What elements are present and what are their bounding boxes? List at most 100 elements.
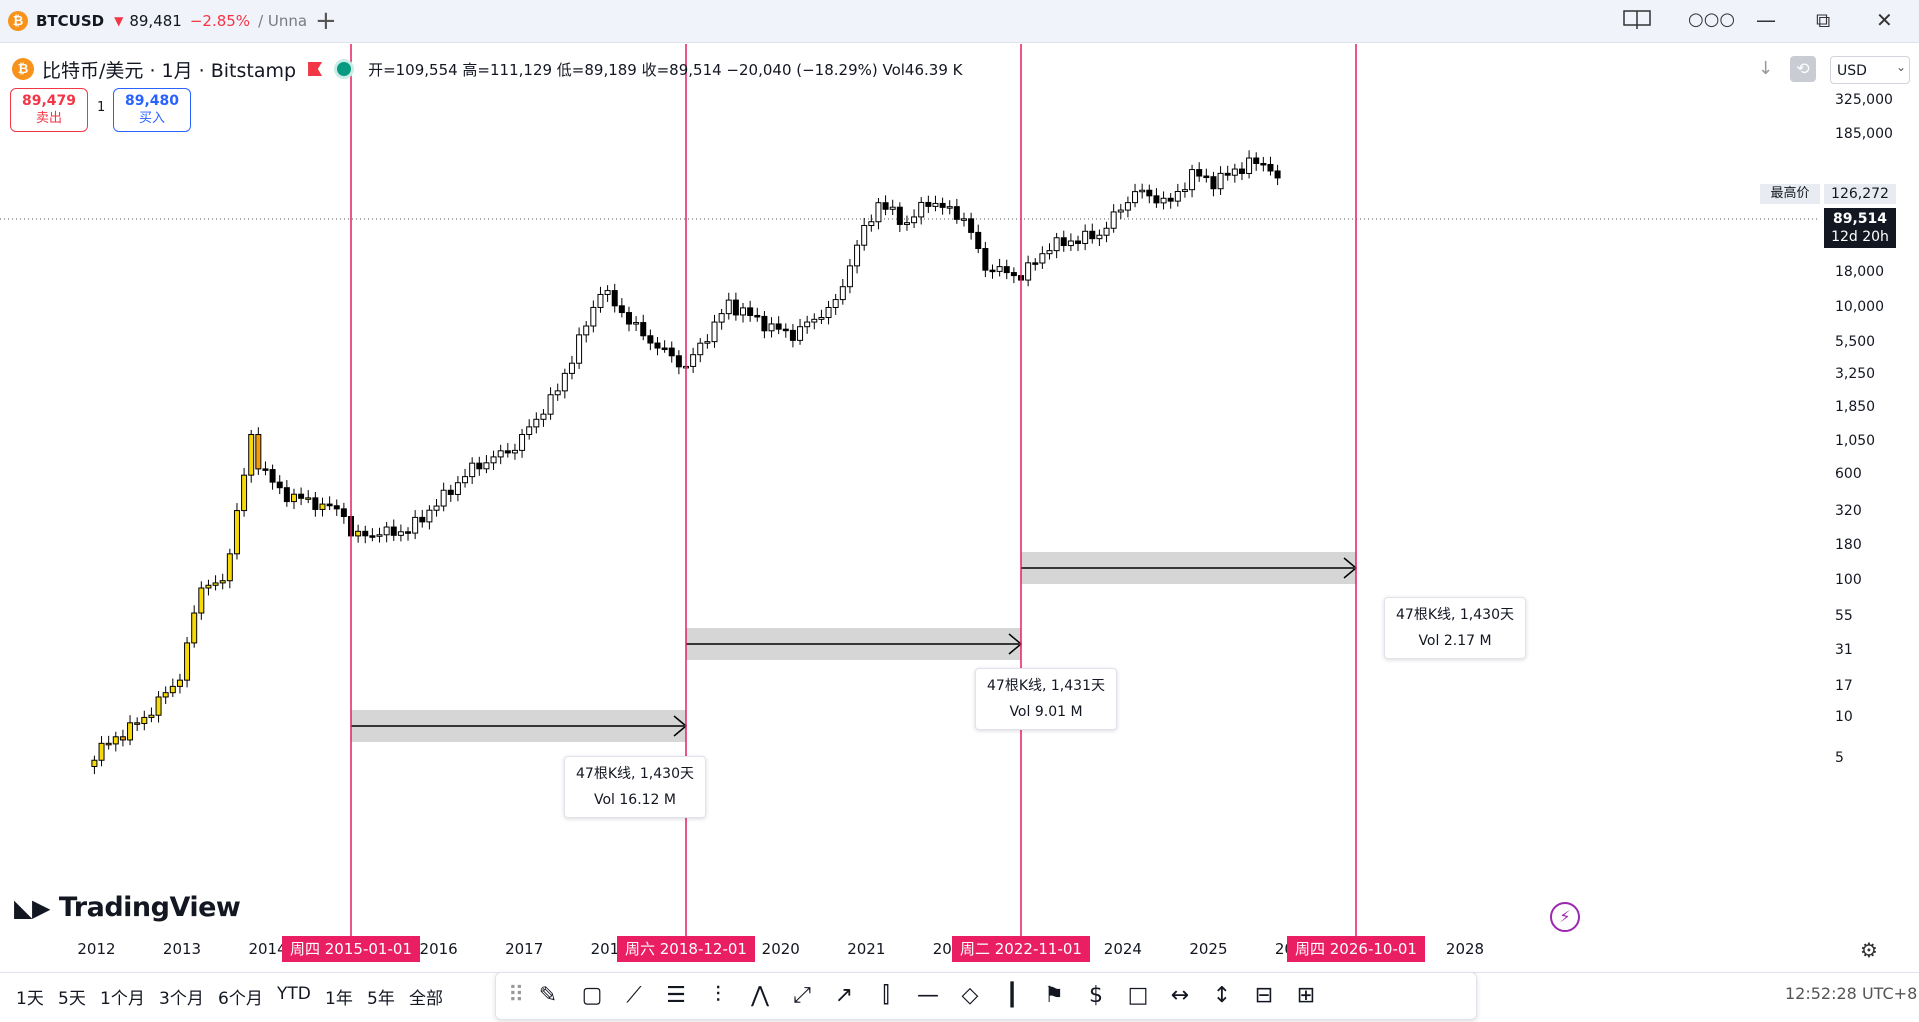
new-tab-icon[interactable]: + <box>315 6 337 36</box>
minimize-icon[interactable]: — <box>1756 8 1776 32</box>
candle-body <box>761 315 768 332</box>
price-range-icon[interactable]: ↕ <box>1212 983 1232 1008</box>
layout-icon[interactable] <box>1622 8 1652 35</box>
vertical-line-date-tag[interactable]: 周二 2022-11-01 <box>952 936 1090 962</box>
parallel-channel-icon[interactable]: ☰ <box>666 983 686 1008</box>
range-button[interactable]: 5年 <box>367 989 395 1009</box>
vertical-line-date-tag[interactable]: 周六 2018-12-01 <box>617 936 755 962</box>
candle-body <box>1046 250 1053 255</box>
pitchfork-icon[interactable]: ⫶ <box>715 983 721 1008</box>
vertical-lines-group <box>350 44 1357 936</box>
close-icon[interactable]: ✕ <box>1876 8 1893 32</box>
candle-body <box>611 290 618 307</box>
chart-title[interactable]: 比特币/美元 · 1月 · Bitstamp <box>42 59 297 82</box>
candle-body <box>825 306 832 319</box>
candle-body <box>112 736 119 745</box>
currency-chevron-icon[interactable]: ⌄ <box>1896 60 1907 74</box>
price-tick-label: 320 <box>1835 503 1862 520</box>
candle-body <box>105 742 112 746</box>
candle-body <box>454 482 461 495</box>
horizontal-line-icon[interactable]: — <box>917 983 939 1008</box>
bitcoin-icon: ₿ <box>8 11 28 31</box>
candle-body <box>184 642 191 681</box>
vertical-line-date-tag[interactable]: 周四 2015-01-01 <box>282 936 420 962</box>
candle-body <box>497 450 504 458</box>
candle-body <box>747 307 754 316</box>
range-button[interactable]: 1个月 <box>100 989 145 1009</box>
candle-body <box>1103 227 1110 236</box>
date-range-info-1[interactable]: 47根K线, 1,430天 Vol 16.12 M <box>564 756 706 818</box>
range-button[interactable]: 1天 <box>16 989 44 1009</box>
candle-body <box>426 509 433 523</box>
candle-body <box>1003 266 1010 274</box>
range-button[interactable]: 6个月 <box>218 989 263 1009</box>
rectangle-icon[interactable]: ▢ <box>581 983 603 1008</box>
date-range-info-2[interactable]: 47根K线, 1,431天 Vol 9.01 M <box>975 668 1117 730</box>
time-tick-label: 2024 <box>1103 940 1142 958</box>
candle-body <box>440 489 447 507</box>
refresh-icon[interactable]: ⟲ <box>1790 56 1816 82</box>
restore-icon[interactable]: ⧉ <box>1816 8 1831 32</box>
vertical-line-icon[interactable]: ┃ <box>1005 983 1019 1008</box>
range-button[interactable]: YTD <box>277 984 311 1004</box>
buy-button[interactable]: 89,480 买入 <box>113 88 191 132</box>
candle-body <box>1039 253 1046 264</box>
price-tick-label: 5 <box>1835 750 1844 767</box>
candle-body <box>661 347 668 351</box>
more-tools-icon[interactable]: ⊞ <box>1296 983 1316 1008</box>
ray-icon[interactable]: ⤢ <box>793 983 811 1008</box>
vertical-line-date-tag[interactable]: 周四 2026-10-01 <box>1287 936 1425 962</box>
candle-body <box>576 334 583 364</box>
range-button[interactable]: 1年 <box>325 989 353 1009</box>
ellipse-icon[interactable]: ◇ <box>961 983 979 1008</box>
candle-body <box>1132 191 1139 204</box>
order-quantity[interactable]: 1 <box>97 100 106 115</box>
drag-handle-icon[interactable]: ⠿ <box>507 983 525 1008</box>
time-tick-label: 2012 <box>77 940 116 958</box>
candle-body <box>953 206 960 220</box>
candle-body <box>1139 189 1146 193</box>
date-range-vol: Vol 9.01 M <box>1009 704 1083 720</box>
callout-icon[interactable]: □ <box>1127 983 1149 1008</box>
candle-body <box>119 736 126 741</box>
candle-body <box>1238 168 1245 174</box>
candle-body <box>1060 237 1067 247</box>
date-price-range-icon[interactable]: ⊟ <box>1254 983 1274 1008</box>
trend-line-icon[interactable]: ⟋ <box>626 983 642 1008</box>
price-label-icon[interactable]: $ <box>1089 983 1103 1008</box>
candle-body <box>248 434 255 476</box>
price-tick-label: 10,000 <box>1835 299 1884 315</box>
range-button[interactable]: 3个月 <box>159 989 204 1009</box>
candle-body <box>832 299 839 308</box>
candle-body <box>1267 163 1274 172</box>
flag-icon[interactable] <box>308 62 323 76</box>
brush-icon[interactable]: ✎ <box>538 983 558 1008</box>
price-tick-label: 17 <box>1835 677 1853 694</box>
tradingview-logo: ◣▶ TradingView <box>14 892 241 923</box>
candle-body <box>633 322 640 325</box>
flag-tool-icon[interactable]: ⚑ <box>1044 983 1064 1008</box>
arrow-icon[interactable]: ↗ <box>834 983 854 1008</box>
candle-body <box>1253 157 1260 164</box>
candle-body <box>960 218 967 221</box>
download-icon[interactable]: ↓ <box>1758 58 1774 79</box>
currency-select[interactable]: USD <box>1830 56 1910 84</box>
path-icon[interactable]: ⋀ <box>750 983 770 1008</box>
candle-body <box>1246 157 1253 174</box>
candle-body <box>419 516 426 523</box>
lightning-icon[interactable]: ⚡ <box>1550 902 1580 932</box>
time-tick-label: 2028 <box>1445 940 1485 958</box>
range-button[interactable]: 5天 <box>58 989 86 1009</box>
more-icon[interactable]: ○○○ <box>1688 9 1736 30</box>
symbol-tab[interactable]: ₿ BTCUSD ▼ 89,481 −2.85% / Unna <box>8 6 308 36</box>
fib-icon[interactable]: ⫿ <box>882 983 890 1008</box>
date-range-tool-icon[interactable]: ↔ <box>1170 983 1190 1008</box>
candle-body <box>732 299 739 316</box>
range-button[interactable]: 全部 <box>409 989 443 1009</box>
date-range-info-3[interactable]: 47根K线, 1,430天 Vol 2.17 M <box>1384 597 1526 659</box>
sell-button[interactable]: 89,479 卖出 <box>10 88 88 132</box>
clock[interactable]: 12:52:28 UTC+8 <box>1785 984 1918 1003</box>
settings-gear-icon[interactable]: ⚙ <box>1860 938 1878 962</box>
candle-body <box>903 222 910 225</box>
